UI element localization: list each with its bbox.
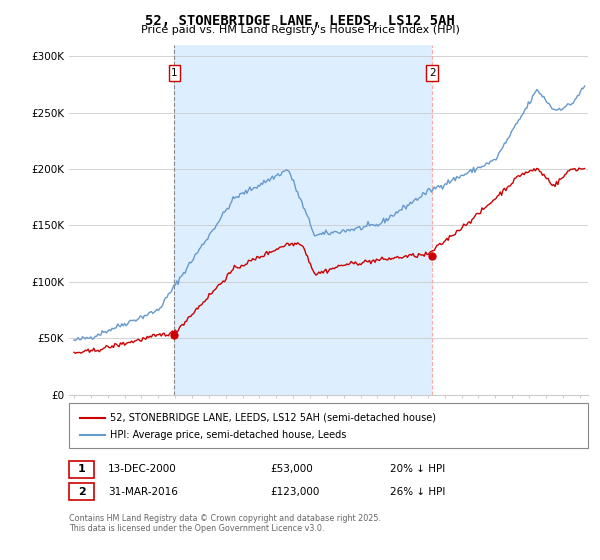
Text: 52, STONEBRIDGE LANE, LEEDS, LS12 5AH: 52, STONEBRIDGE LANE, LEEDS, LS12 5AH bbox=[145, 14, 455, 28]
Text: 26% ↓ HPI: 26% ↓ HPI bbox=[390, 487, 445, 497]
Text: 20% ↓ HPI: 20% ↓ HPI bbox=[390, 464, 445, 474]
Bar bbox=[175, 45, 432, 395]
Text: 1: 1 bbox=[78, 464, 85, 474]
Text: 2: 2 bbox=[78, 487, 85, 497]
Text: Price paid vs. HM Land Registry's House Price Index (HPI): Price paid vs. HM Land Registry's House … bbox=[140, 25, 460, 35]
Text: 1: 1 bbox=[171, 68, 178, 78]
Text: Contains HM Land Registry data © Crown copyright and database right 2025.
This d: Contains HM Land Registry data © Crown c… bbox=[69, 514, 381, 534]
Text: 2: 2 bbox=[429, 68, 436, 78]
Text: 52, STONEBRIDGE LANE, LEEDS, LS12 5AH (semi-detached house): 52, STONEBRIDGE LANE, LEEDS, LS12 5AH (s… bbox=[110, 413, 436, 423]
Text: 13-DEC-2000: 13-DEC-2000 bbox=[108, 464, 177, 474]
Text: £123,000: £123,000 bbox=[270, 487, 319, 497]
Text: 31-MAR-2016: 31-MAR-2016 bbox=[108, 487, 178, 497]
Text: £53,000: £53,000 bbox=[270, 464, 313, 474]
Text: HPI: Average price, semi-detached house, Leeds: HPI: Average price, semi-detached house,… bbox=[110, 431, 346, 441]
